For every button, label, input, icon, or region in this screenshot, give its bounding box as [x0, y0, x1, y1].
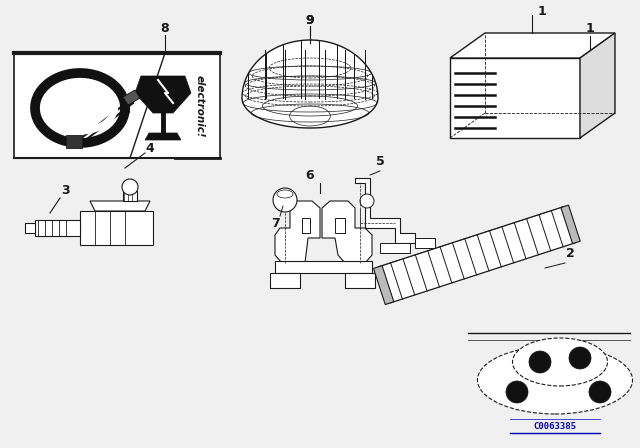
Polygon shape [380, 243, 410, 253]
Circle shape [360, 194, 374, 208]
Polygon shape [322, 201, 372, 263]
Text: 2: 2 [566, 246, 574, 259]
Polygon shape [66, 135, 82, 148]
Text: 8: 8 [161, 22, 170, 34]
Text: 4: 4 [146, 142, 154, 155]
Circle shape [589, 381, 611, 403]
Text: 5: 5 [376, 155, 385, 168]
Polygon shape [450, 33, 615, 58]
Ellipse shape [513, 338, 607, 386]
Polygon shape [123, 90, 140, 105]
Polygon shape [25, 223, 35, 233]
Circle shape [569, 347, 591, 369]
Circle shape [122, 179, 138, 195]
Polygon shape [135, 76, 191, 113]
Circle shape [529, 351, 551, 373]
Polygon shape [123, 191, 137, 201]
Polygon shape [90, 201, 150, 211]
Text: 7: 7 [271, 216, 280, 229]
Text: 1: 1 [538, 4, 547, 17]
Text: 9: 9 [306, 13, 314, 26]
Polygon shape [374, 266, 394, 305]
Polygon shape [270, 273, 300, 288]
Polygon shape [80, 211, 153, 245]
Polygon shape [345, 273, 375, 288]
Polygon shape [275, 201, 320, 263]
Polygon shape [378, 207, 575, 303]
Polygon shape [335, 218, 345, 233]
Polygon shape [35, 220, 80, 236]
Text: 1: 1 [586, 22, 595, 34]
Text: electronic!: electronic! [195, 75, 205, 138]
Text: 9: 9 [306, 13, 314, 26]
Text: 6: 6 [306, 168, 314, 181]
Polygon shape [450, 58, 580, 138]
Polygon shape [242, 40, 378, 128]
Polygon shape [14, 53, 220, 158]
Text: 3: 3 [61, 184, 69, 197]
Polygon shape [355, 178, 415, 243]
Polygon shape [145, 133, 181, 140]
Ellipse shape [277, 190, 293, 198]
Polygon shape [275, 261, 372, 273]
Polygon shape [415, 238, 435, 248]
Polygon shape [580, 33, 615, 138]
Text: C0063385: C0063385 [534, 422, 577, 431]
Ellipse shape [477, 346, 632, 414]
Polygon shape [302, 218, 310, 233]
Circle shape [506, 381, 528, 403]
Polygon shape [561, 205, 580, 244]
Circle shape [273, 188, 297, 212]
